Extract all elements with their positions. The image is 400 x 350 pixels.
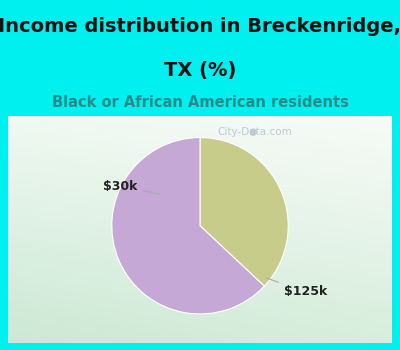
Text: $125k: $125k — [266, 278, 327, 299]
Text: $30k: $30k — [103, 180, 160, 194]
Text: ●: ● — [248, 127, 257, 136]
Wedge shape — [200, 138, 288, 286]
Text: Income distribution in Breckenridge,: Income distribution in Breckenridge, — [0, 17, 400, 36]
Wedge shape — [112, 138, 264, 314]
Text: Black or African American residents: Black or African American residents — [52, 95, 348, 110]
Text: City-Data.com: City-Data.com — [218, 127, 293, 136]
Text: TX (%): TX (%) — [164, 61, 236, 80]
